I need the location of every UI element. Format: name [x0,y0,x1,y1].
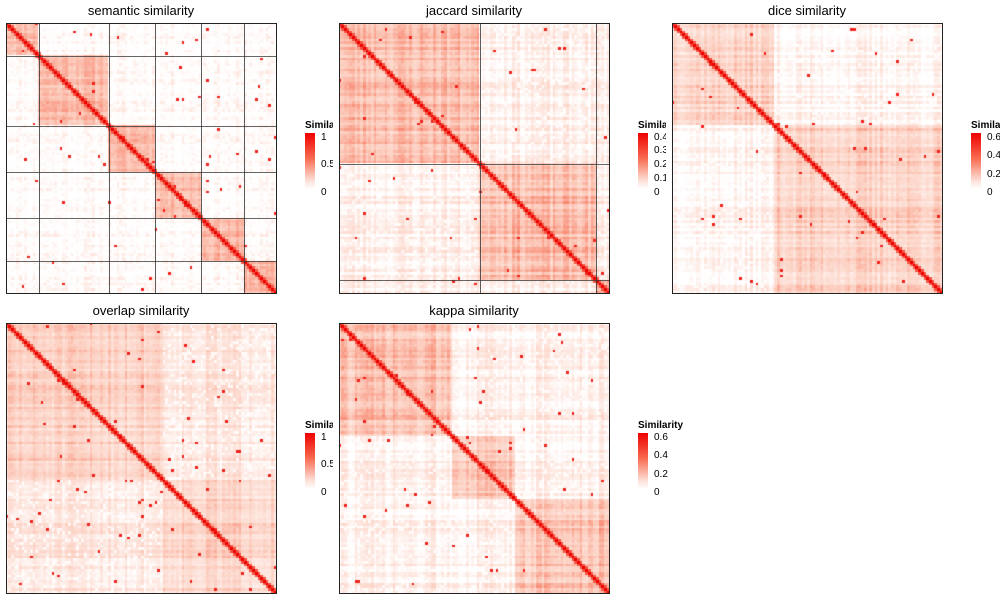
heatmap-cells [339,23,610,294]
legend-tick: 0.6 [654,432,668,443]
heatmap-border [6,323,277,594]
legend-tick: 0 [321,487,327,498]
jaccard-legend: Simila 0.4 0.3 0.2 0.1 0 [638,120,666,210]
jaccard-heatmap [339,23,610,294]
legend-tick: 0.2 [654,469,668,480]
legend-tick: 0.2 [654,159,666,170]
heatmap-cells [339,323,610,594]
legend-tick: 0 [654,187,660,198]
legend-tick: 0.4 [654,132,666,143]
legend-tick: 0 [987,187,993,198]
heatmap-frame [339,23,610,294]
legend-tick: 0 [321,187,327,198]
semantic-heatmap [6,23,277,294]
heatmap-cells [6,323,277,594]
legend-tick: 1 [321,132,327,143]
overlap-heatmap [6,323,277,594]
heatmap-frame [6,323,277,594]
semantic-legend: Simila 1 0.5 0 [305,120,333,210]
legend-tick: 0 [654,487,660,498]
dice-heatmap [672,23,943,294]
overlap-title: overlap similarity [92,303,190,318]
legend-colorbar [638,133,648,189]
legend-title: Simila [638,120,666,131]
legend-title: Simila [305,420,333,431]
heatmap-border [339,23,610,294]
dice-title: dice similarity [767,3,846,18]
heatmap-border [339,323,610,594]
heatmap-border [6,23,277,294]
legend-tick: 0.5 [321,459,333,470]
legend-tick: 0.4 [654,450,668,461]
legend-title: Simila [305,120,333,131]
legend-colorbar [638,433,648,489]
legend-tick: 0.6 [987,132,1000,143]
heatmap-frame [672,23,943,294]
legend-colorbar [305,133,315,189]
dice-legend: Simila 0.6 0.4 0.2 0 [971,120,1000,210]
jaccard-title: jaccard similarity [425,3,523,18]
legend-colorbar [971,133,981,189]
legend-tick: 0.4 [987,150,1000,161]
heatmap-cells [672,23,943,294]
legend-tick: 0.2 [987,169,1000,180]
heatmap-cells [6,23,277,294]
semantic-title: semantic similarity [87,3,195,18]
legend-title: Simila [971,120,1000,131]
legend-title: Similarity [638,420,684,431]
overlap-legend: Simila 1 0.5 0 [305,420,333,510]
heatmap-frame [339,323,610,594]
legend-tick: 1 [321,432,327,443]
kappa-title: kappa similarity [429,303,519,318]
heatmap-border [672,23,943,294]
heatmap-frame [6,23,277,294]
legend-tick: 0.5 [321,159,333,170]
legend-colorbar [305,433,315,489]
legend-tick: 0.3 [654,145,666,156]
legend-tick: 0.1 [654,173,666,184]
kappa-legend: Similarity 0.6 0.4 0.2 0 [638,420,698,510]
kappa-heatmap [339,323,610,594]
